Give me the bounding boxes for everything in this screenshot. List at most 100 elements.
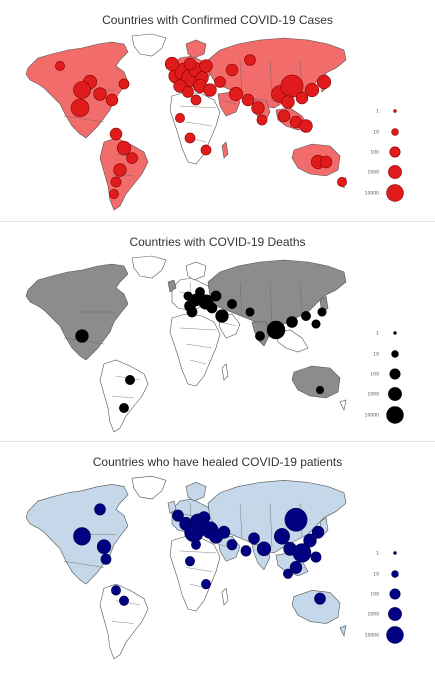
- country-bubble[interactable]: [256, 114, 268, 126]
- country-bubble[interactable]: [190, 94, 202, 106]
- country-bubble[interactable]: [240, 545, 252, 557]
- country-bubble[interactable]: [126, 152, 138, 164]
- country-bubble[interactable]: [303, 533, 317, 548]
- country-bubble[interactable]: [210, 290, 222, 302]
- landmass-uk[interactable]: [167, 279, 177, 293]
- country-bubble[interactable]: [337, 177, 347, 187]
- country-bubble[interactable]: [255, 331, 265, 341]
- country-bubble[interactable]: [203, 83, 217, 97]
- country-bubble[interactable]: [164, 56, 180, 72]
- country-bubble[interactable]: [315, 385, 325, 395]
- country-bubble[interactable]: [100, 553, 112, 565]
- country-bubble[interactable]: [111, 585, 121, 596]
- country-bubble[interactable]: [319, 155, 333, 169]
- landmass-africa[interactable]: [169, 536, 221, 612]
- country-bubble[interactable]: [200, 144, 212, 156]
- landmass-scandinavia[interactable]: [185, 482, 207, 502]
- country-bubble[interactable]: [281, 95, 295, 109]
- landmass-australia[interactable]: [291, 365, 341, 399]
- landmass-madagascar[interactable]: [221, 363, 229, 381]
- world-map-deaths[interactable]: [20, 252, 350, 437]
- country-bubble[interactable]: [304, 82, 320, 98]
- country-bubble[interactable]: [186, 306, 198, 318]
- world-map-confirmed[interactable]: [20, 30, 350, 215]
- country-bubble[interactable]: [93, 87, 107, 101]
- country-bubble[interactable]: [109, 127, 123, 141]
- country-bubble[interactable]: [201, 578, 211, 590]
- country-bubble[interactable]: [191, 539, 201, 550]
- country-bubble[interactable]: [184, 132, 196, 144]
- country-bubble[interactable]: [244, 54, 256, 66]
- landmass-nz[interactable]: [339, 399, 347, 411]
- country-bubble[interactable]: [70, 98, 90, 118]
- country-bubble[interactable]: [301, 311, 311, 321]
- landmass-south-america[interactable]: [99, 583, 149, 660]
- country-bubble[interactable]: [195, 287, 205, 297]
- country-bubble[interactable]: [215, 309, 229, 323]
- landmass-asia[interactable]: [207, 259, 347, 331]
- country-bubble[interactable]: [217, 525, 231, 539]
- landmass-nz[interactable]: [339, 625, 347, 637]
- country-bubble[interactable]: [295, 91, 309, 105]
- country-bubble[interactable]: [182, 86, 194, 98]
- country-bubble[interactable]: [227, 299, 237, 309]
- country-bubble[interactable]: [119, 403, 129, 413]
- landmass-madagascar[interactable]: [221, 141, 229, 159]
- country-bubble[interactable]: [199, 59, 213, 73]
- country-bubble[interactable]: [286, 316, 298, 328]
- country-bubble[interactable]: [110, 176, 122, 188]
- country-bubble[interactable]: [266, 320, 286, 340]
- country-bubble[interactable]: [241, 93, 255, 107]
- country-bubble[interactable]: [316, 74, 332, 90]
- landmass-greenland[interactable]: [131, 475, 167, 500]
- country-bubble[interactable]: [175, 113, 185, 123]
- landmass-asia[interactable]: [207, 479, 347, 554]
- landmass-uk[interactable]: [167, 500, 177, 515]
- country-bubble[interactable]: [274, 528, 290, 545]
- country-bubble[interactable]: [225, 63, 239, 77]
- landmass-scandinavia[interactable]: [185, 261, 207, 281]
- country-bubble[interactable]: [206, 302, 218, 314]
- country-bubble[interactable]: [73, 527, 91, 546]
- country-bubble[interactable]: [299, 119, 313, 133]
- country-bubble[interactable]: [197, 511, 211, 525]
- country-bubble[interactable]: [314, 592, 326, 605]
- country-bubble[interactable]: [55, 61, 65, 71]
- country-bubble[interactable]: [248, 532, 260, 545]
- landmass-greenland[interactable]: [131, 255, 167, 279]
- country-bubble[interactable]: [277, 109, 291, 123]
- country-bubble[interactable]: [292, 543, 312, 563]
- country-bubble[interactable]: [105, 93, 119, 107]
- landmass-north-america[interactable]: [25, 263, 129, 361]
- country-bubble[interactable]: [284, 507, 308, 532]
- country-bubble[interactable]: [116, 140, 132, 156]
- country-bubble[interactable]: [118, 78, 130, 90]
- country-bubble[interactable]: [251, 101, 265, 115]
- world-map-healed[interactable]: [20, 472, 350, 664]
- landmass-africa[interactable]: [169, 313, 221, 387]
- country-bubble[interactable]: [289, 561, 303, 574]
- country-bubble[interactable]: [183, 57, 197, 71]
- landmass-scandinavia[interactable]: [185, 39, 207, 59]
- country-bubble[interactable]: [119, 595, 129, 606]
- country-bubble[interactable]: [96, 539, 112, 555]
- country-bubble[interactable]: [283, 568, 293, 579]
- landmass-australia[interactable]: [291, 589, 341, 624]
- landmass-seasia[interactable]: [275, 329, 309, 353]
- country-bubble[interactable]: [310, 551, 322, 563]
- country-bubble[interactable]: [317, 307, 327, 317]
- country-bubble[interactable]: [94, 503, 106, 516]
- landmass-south-america[interactable]: [99, 359, 149, 433]
- country-bubble[interactable]: [214, 76, 226, 88]
- country-bubble[interactable]: [172, 509, 184, 522]
- country-bubble[interactable]: [311, 319, 321, 329]
- country-bubble[interactable]: [113, 163, 127, 177]
- country-bubble[interactable]: [109, 189, 119, 199]
- country-bubble[interactable]: [125, 375, 135, 385]
- country-bubble[interactable]: [226, 539, 238, 551]
- country-bubble[interactable]: [245, 307, 255, 317]
- country-bubble[interactable]: [73, 81, 91, 99]
- landmass-madagascar[interactable]: [221, 587, 229, 606]
- country-bubble[interactable]: [256, 541, 272, 557]
- country-bubble[interactable]: [183, 291, 193, 301]
